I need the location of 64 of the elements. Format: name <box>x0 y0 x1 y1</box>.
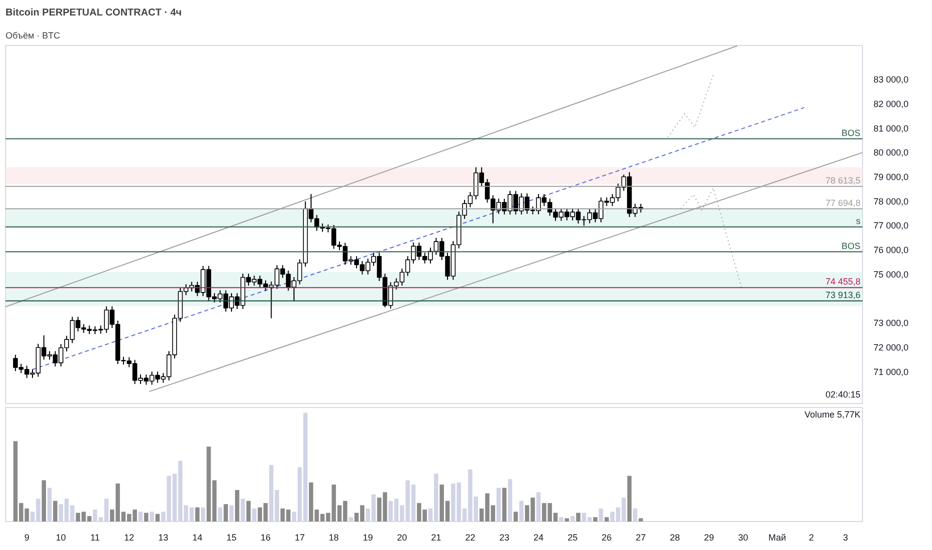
ref-line-label: 78 613,5 <box>825 175 861 186</box>
x-tick-label: 19 <box>362 532 373 542</box>
bar <box>564 518 570 522</box>
bar <box>246 500 251 522</box>
y-tick-label: 79 000,0 <box>874 172 909 182</box>
y-tick-label: 81 000,0 <box>874 123 909 134</box>
bar <box>144 512 148 522</box>
x-tick-label: 28 <box>670 532 680 542</box>
x-tick-label: 12 <box>124 532 134 542</box>
bar <box>593 517 598 522</box>
y-tick-label: 82 000,0 <box>874 98 909 109</box>
ref-line-label: 74 455,8 <box>825 276 861 287</box>
bar <box>627 476 632 522</box>
x-tick-label: 21 <box>431 532 442 542</box>
bar <box>195 507 200 522</box>
y-tick-label: 71 000,0 <box>874 366 909 377</box>
bar <box>638 518 643 522</box>
ref-line-label: 73 913,6 <box>825 290 861 300</box>
x-tick-label: Май <box>768 532 786 542</box>
x-tick-label: 13 <box>158 532 168 542</box>
bar <box>235 490 240 522</box>
x-tick-label: 3 <box>842 532 848 542</box>
x-tick-label: 26 <box>602 532 612 542</box>
x-tick-label: 11 <box>90 532 100 542</box>
x-tick-label: 17 <box>294 532 305 542</box>
annotation: Volume 5,77K <box>804 410 861 420</box>
ref-line-label: s <box>856 216 861 226</box>
ref-line-label: BOS <box>841 128 861 138</box>
x-tick-label: 9 <box>24 532 30 542</box>
bar <box>53 500 58 522</box>
bar <box>576 512 580 522</box>
bar <box>42 480 46 522</box>
y-tick-label: 73 000,0 <box>874 318 909 328</box>
bar <box>155 514 160 522</box>
ref-line-label: BOS <box>841 240 861 251</box>
ref-line-label: 77 694,8 <box>825 198 861 208</box>
chart-subtitle: Объём · BTC <box>6 30 61 40</box>
y-tick-label: 77 000,0 <box>874 220 909 231</box>
y-tick-label: 76 000,0 <box>874 245 909 256</box>
y-tick-label: 83 000,0 <box>874 74 909 85</box>
y-tick-label: 75 000,0 <box>874 269 909 280</box>
x-tick-label: 24 <box>533 532 544 542</box>
bar <box>604 517 609 522</box>
x-tick-label: 2 <box>808 532 814 542</box>
y-tick-label: 72 000,0 <box>874 342 909 352</box>
x-tick-label: 10 <box>56 532 66 542</box>
x-tick-label: 20 <box>397 532 408 542</box>
annotation: 02:40:15 <box>825 390 861 400</box>
x-tick-label: 29 <box>704 532 714 542</box>
x-tick-label: 22 <box>465 532 476 542</box>
x-tick-label: 14 <box>192 532 202 542</box>
x-tick-label: 25 <box>568 532 578 542</box>
x-tick-label: 23 <box>499 532 510 542</box>
y-tick-label: 80 000,0 <box>874 148 909 158</box>
x-tick-label: 15 <box>226 532 236 542</box>
x-tick-label: 30 <box>738 532 748 542</box>
x-tick-label: 16 <box>260 532 271 542</box>
chart-title: Bitcoin PERPETUAL CONTRACT · 4ч <box>6 8 182 18</box>
bar <box>224 504 228 522</box>
y-tick-label: 78 000,0 <box>874 196 909 206</box>
bar <box>514 512 518 522</box>
bar <box>502 488 506 522</box>
x-tick-label: 18 <box>328 532 339 542</box>
x-tick-label: 27 <box>636 532 646 542</box>
